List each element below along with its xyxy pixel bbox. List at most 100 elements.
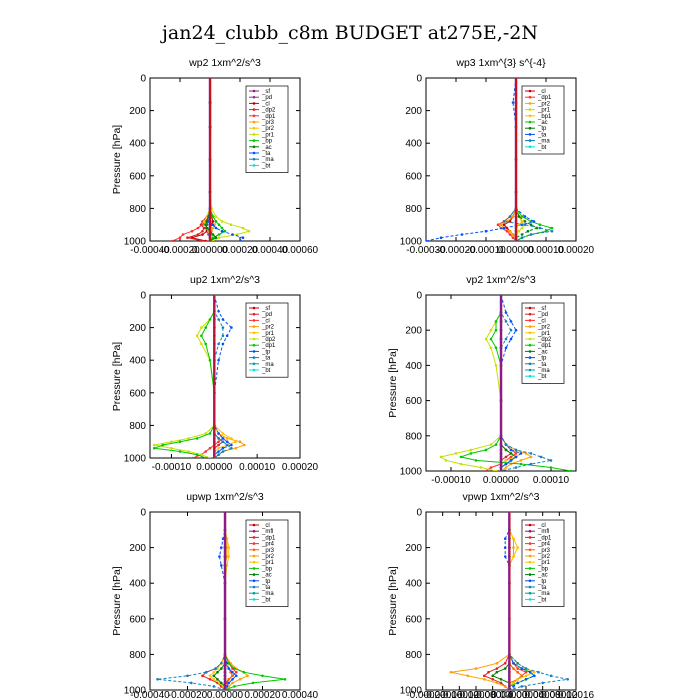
data-point — [503, 537, 507, 540]
data-point — [566, 678, 569, 681]
legend-label-ma: _ma — [537, 368, 550, 374]
legend-label-tp: _tp — [537, 356, 547, 362]
legend-label-sf: _sf — [261, 306, 270, 312]
legend-marker — [528, 306, 532, 310]
legend-label-mfl: _mfl — [537, 529, 549, 535]
legend-box — [245, 302, 289, 378]
data-point — [512, 667, 515, 670]
data-point — [247, 229, 251, 233]
data-point — [504, 320, 508, 323]
legend-marker — [252, 102, 256, 105]
data-point — [494, 346, 498, 350]
y-axis-label: Pressure [hPa] — [111, 566, 123, 636]
data-point — [502, 223, 506, 226]
legend-label-cl: _cl — [537, 89, 546, 95]
x-tick-label: 0.00016 — [558, 690, 595, 700]
data-point — [214, 667, 217, 670]
data-point — [533, 674, 536, 678]
legend-label-pr2: _pr2 — [537, 325, 551, 331]
data-point — [483, 678, 486, 681]
panel-title: wp3 1xm^{3} s^{-4} — [455, 57, 546, 69]
data-point — [208, 358, 212, 362]
data-point — [221, 342, 225, 346]
legend-marker — [252, 548, 256, 552]
legend-marker — [528, 585, 532, 589]
y-tick-label: 1000 — [400, 686, 423, 697]
x-tick-label: -0.00040 — [130, 690, 170, 700]
y-tick-label: 0 — [140, 291, 146, 302]
page-title: jan24_clubb_c8m BUDGET at275E,-2N — [162, 22, 538, 44]
data-point — [221, 432, 225, 435]
data-point — [516, 681, 519, 685]
y-tick-label: 600 — [405, 171, 422, 182]
data-point — [187, 437, 190, 440]
x-tick-label: 0.00020 — [282, 462, 319, 473]
data-point — [181, 233, 185, 236]
data-point — [156, 678, 159, 681]
legend-label-ta: _ta — [537, 132, 547, 138]
legend-marker — [528, 579, 532, 583]
data-point — [227, 555, 231, 558]
legend-marker — [252, 350, 256, 353]
data-point — [503, 546, 507, 549]
data-point — [502, 226, 506, 230]
data-point — [225, 564, 229, 567]
data-point — [474, 459, 478, 462]
legend-marker — [252, 536, 256, 539]
legend-marker — [528, 343, 532, 347]
data-point — [221, 437, 225, 440]
data-point — [520, 220, 524, 223]
data-point — [225, 443, 229, 447]
data-point — [230, 437, 233, 440]
legend-box — [521, 302, 565, 384]
legend-label-pr1: _pr1 — [537, 331, 551, 337]
data-point — [516, 546, 519, 549]
data-point — [204, 239, 207, 241]
legend-marker — [252, 114, 256, 118]
data-point — [512, 681, 515, 685]
data-point — [217, 358, 220, 362]
data-point — [231, 674, 234, 678]
data-point — [532, 220, 536, 223]
data-point — [235, 674, 238, 678]
data-point — [212, 678, 216, 681]
legend-marker — [252, 560, 256, 564]
data-point — [502, 220, 506, 223]
legend-label-bt: _bt — [537, 597, 547, 603]
legend-label-ac: _ac — [537, 120, 548, 126]
data-point — [494, 443, 498, 446]
legend-marker — [528, 95, 532, 99]
panel-title: vpwp 1xm^2/s^3 — [463, 491, 540, 503]
legend-label-cl: _cl — [261, 318, 270, 324]
legend-marker — [528, 337, 532, 341]
data-point — [217, 437, 220, 440]
legend-marker — [528, 325, 532, 328]
y-tick-label: 200 — [129, 543, 146, 554]
data-point — [212, 670, 216, 674]
x-tick-label: -0.00012 — [440, 690, 480, 700]
data-point — [200, 453, 203, 457]
legend-label-pr2: _pr2 — [261, 126, 275, 132]
data-point — [519, 462, 523, 466]
data-point — [230, 446, 233, 450]
data-point — [516, 670, 519, 674]
x-tick-label: -0.00020 — [436, 245, 476, 256]
x-tick-label: 0.00020 — [558, 245, 595, 256]
data-point — [231, 233, 234, 236]
y-tick-label: 0 — [140, 74, 146, 85]
data-point — [208, 678, 212, 681]
data-point — [495, 662, 499, 665]
data-point — [208, 674, 212, 678]
legend-marker — [252, 312, 256, 316]
data-point — [537, 670, 540, 674]
data-point — [524, 452, 528, 455]
data-point — [196, 233, 200, 236]
panel-title: up2 1xm^2/s^3 — [190, 274, 260, 286]
data-point — [208, 318, 212, 321]
legend-marker — [528, 312, 532, 316]
data-point — [216, 670, 219, 674]
data-point — [509, 452, 513, 455]
data-point — [235, 670, 238, 674]
series-line-ta — [426, 78, 536, 241]
legend-marker — [252, 567, 256, 570]
